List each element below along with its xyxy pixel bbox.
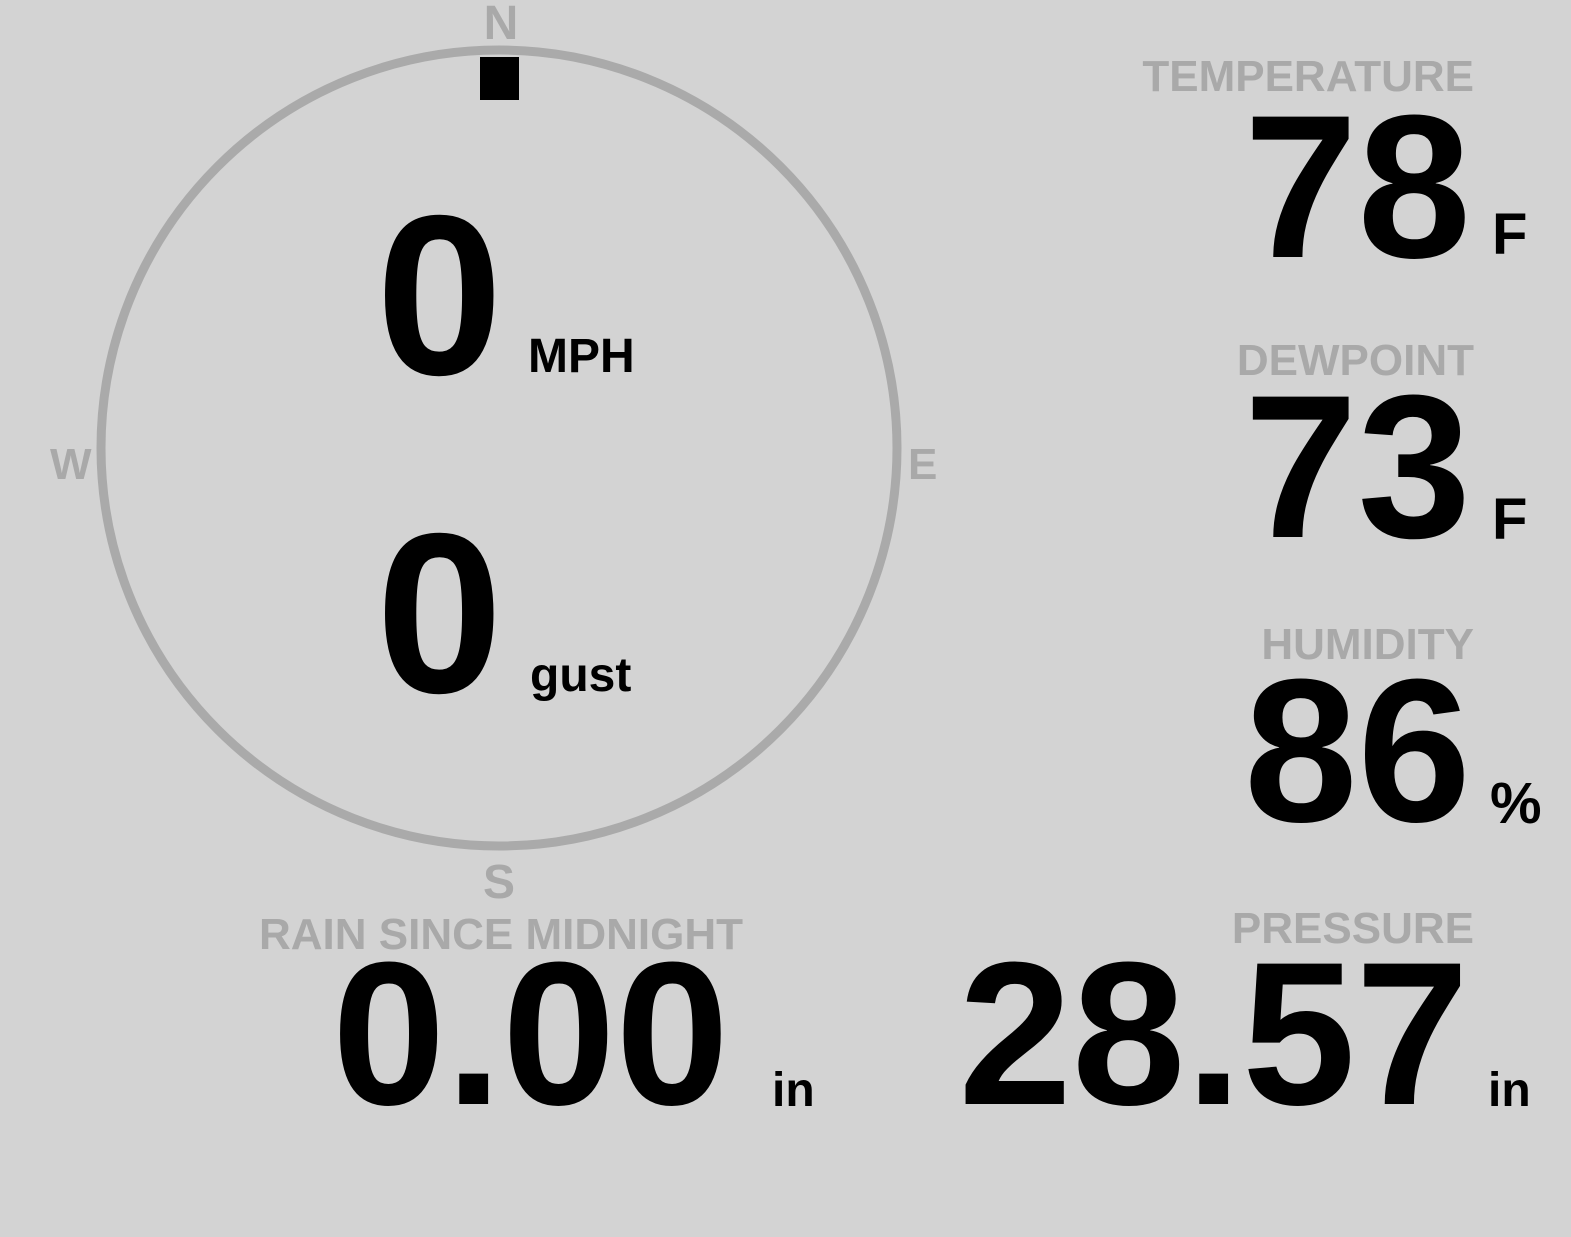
temperature-label: TEMPERATURE: [1142, 52, 1474, 101]
pressure-value: 28.57: [958, 920, 1470, 1148]
rain-value: 0.00: [332, 920, 730, 1148]
wind-gust-unit: gust: [530, 649, 632, 702]
humidity-value: 86: [1244, 637, 1471, 865]
wind-gust-value: 0: [376, 487, 503, 741]
rain-label: RAIN SINCE MIDNIGHT: [259, 910, 743, 959]
dewpoint-unit: F: [1492, 487, 1528, 552]
wind-speed-unit: MPH: [528, 330, 635, 383]
rain-unit: in: [772, 1064, 815, 1117]
dewpoint-label: DEWPOINT: [1236, 336, 1474, 385]
compass-w: W: [50, 440, 92, 489]
wind-speed-value: 0: [376, 169, 503, 423]
compass-n: N: [483, 0, 519, 50]
pressure-unit: in: [1488, 1064, 1531, 1117]
compass-e: E: [908, 440, 938, 489]
humidity-label: HUMIDITY: [1261, 620, 1474, 669]
temperature-value: 78: [1244, 73, 1471, 301]
dewpoint-value: 73: [1244, 353, 1471, 581]
humidity-unit: %: [1490, 771, 1542, 836]
temperature-unit: F: [1492, 202, 1528, 267]
wind-direction-marker: [480, 57, 519, 100]
compass-ring: [96, 45, 902, 851]
compass-s: S: [482, 856, 515, 909]
pressure-label: PRESSURE: [1231, 904, 1474, 953]
